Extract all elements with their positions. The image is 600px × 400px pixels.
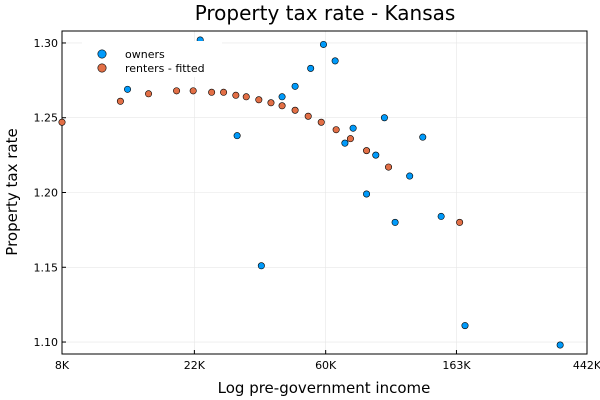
legend-marker: [97, 63, 107, 73]
data-point-renters-fitted: [317, 118, 325, 126]
data-point-renters-fitted: [232, 91, 240, 99]
data-point-owners: [391, 218, 399, 226]
data-point-owners: [419, 133, 427, 141]
data-point-renters-fitted: [189, 87, 197, 95]
x-tick-label: 60K: [315, 359, 337, 372]
data-point-owners: [331, 57, 339, 65]
x-tick-label: 442K: [573, 359, 600, 372]
legend-label: owners: [125, 48, 165, 61]
data-point-renters-fitted: [346, 135, 354, 143]
legend-marker: [97, 49, 107, 59]
y-tick-label: 1.20: [34, 187, 59, 200]
data-point-owners: [349, 124, 357, 132]
data-point-renters-fitted: [58, 118, 66, 126]
data-point-renters-fitted: [456, 218, 464, 226]
data-point-owners: [124, 85, 132, 93]
y-tick-label: 1.10: [34, 336, 59, 349]
data-point-owners: [363, 190, 371, 198]
x-tick-label: 22K: [184, 359, 206, 372]
data-point-owners: [380, 114, 388, 122]
data-point-renters-fitted: [116, 97, 124, 105]
data-point-owners: [233, 132, 241, 140]
y-tick-label: 1.30: [34, 37, 59, 50]
data-point-owners: [461, 322, 469, 330]
data-point-renters-fitted: [291, 106, 299, 114]
x-axis-label: Log pre-government income: [218, 379, 431, 397]
y-tick-label: 1.15: [34, 261, 59, 274]
data-point-renters-fitted: [304, 112, 312, 120]
x-axis-ticks: 8K 22K 60K 163K 442K: [55, 350, 600, 372]
data-point-owners: [319, 40, 327, 48]
x-tick-label: 8K: [55, 359, 70, 372]
data-point-owners: [307, 64, 315, 72]
data-point-renters-fitted: [173, 87, 181, 95]
data-points: [58, 36, 564, 349]
data-point-owners: [406, 172, 414, 180]
y-axis-label: Property tax rate: [3, 128, 21, 255]
data-point-owners: [341, 139, 349, 147]
y-tick-label: 1.25: [34, 112, 59, 125]
data-point-renters-fitted: [278, 102, 286, 110]
data-point-renters-fitted: [220, 88, 228, 96]
data-point-renters-fitted: [385, 163, 393, 171]
data-point-renters-fitted: [267, 99, 275, 107]
data-point-renters-fitted: [255, 96, 263, 104]
x-tick-label: 163K: [442, 359, 471, 372]
data-point-owners: [257, 262, 265, 270]
data-point-renters-fitted: [145, 90, 153, 98]
y-axis-ticks: 1.10 1.15 1.20 1.25 1.30: [34, 37, 66, 349]
grid: [61, 31, 588, 354]
data-point-renters-fitted: [332, 126, 340, 134]
data-point-owners: [437, 212, 445, 220]
legend-label: renters - fitted: [125, 62, 205, 75]
data-point-owners: [291, 82, 299, 90]
data-point-renters-fitted: [363, 147, 371, 155]
data-point-owners: [278, 93, 286, 101]
data-point-renters-fitted: [242, 93, 250, 101]
data-point-owners: [556, 341, 564, 349]
data-point-owners: [372, 151, 380, 159]
data-point-renters-fitted: [208, 88, 216, 96]
chart-title: Property tax rate - Kansas: [195, 1, 456, 25]
